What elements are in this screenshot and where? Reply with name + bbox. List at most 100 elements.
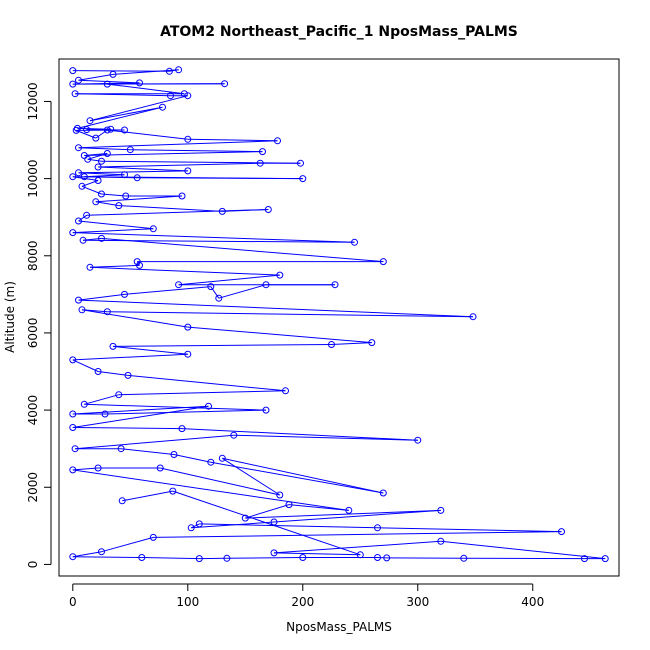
data-point	[94, 177, 102, 184]
series-segment	[199, 523, 378, 529]
series-segment	[101, 237, 384, 263]
series-segment	[95, 201, 119, 207]
y-tick-label: 8000	[26, 240, 40, 271]
data-point	[299, 554, 307, 561]
series-segment	[78, 73, 114, 81]
series-segment	[78, 214, 87, 222]
data-point	[69, 229, 77, 237]
data-point	[117, 445, 125, 453]
data-point	[437, 506, 445, 514]
series-segment	[187, 138, 278, 142]
series-segment	[87, 158, 102, 162]
series-segment	[107, 129, 188, 140]
data-point	[195, 555, 203, 563]
data-point	[98, 548, 105, 556]
series-segment	[121, 448, 175, 455]
data-point	[180, 90, 188, 98]
data-point	[69, 80, 77, 88]
x-tick-label: 400	[521, 595, 544, 609]
data-point	[274, 137, 281, 145]
y-tick-label: 6000	[26, 318, 40, 349]
data-point	[262, 406, 270, 414]
series-segment	[75, 93, 171, 97]
data-point	[223, 554, 231, 562]
series-segment	[98, 162, 261, 168]
series-segment	[173, 454, 211, 463]
series-segment	[112, 345, 188, 355]
data-point	[379, 489, 387, 497]
x-tick-label: 300	[406, 595, 429, 609]
data-point	[184, 92, 192, 100]
data-point	[241, 514, 249, 522]
data-point	[103, 150, 111, 157]
data-point	[84, 155, 92, 163]
series-segment	[218, 284, 267, 299]
data-point	[379, 258, 387, 266]
series-segment	[95, 195, 183, 203]
series-segment	[72, 551, 102, 558]
data-point	[69, 356, 77, 364]
data-point	[437, 537, 445, 545]
series-segment	[153, 531, 562, 538]
data-point	[351, 238, 358, 246]
series-segment	[101, 193, 126, 197]
data-point	[103, 126, 111, 134]
series-segment	[72, 228, 154, 234]
data-point	[69, 67, 77, 75]
series-segment	[72, 469, 349, 511]
data-point	[98, 190, 105, 198]
series-segment	[78, 170, 188, 174]
chart-title: ATOM2 Northeast_Pacific_1 NposMass_PALMS	[160, 24, 518, 40]
data-point	[558, 528, 565, 536]
series-segment	[101, 536, 154, 553]
series-segment	[118, 205, 223, 212]
data-point	[69, 466, 77, 474]
data-point	[169, 487, 177, 495]
x-tick-label: 0	[69, 595, 77, 609]
data-point	[133, 174, 141, 182]
plot-frame	[58, 58, 620, 577]
data-point	[215, 294, 223, 302]
series-segment	[124, 286, 211, 295]
series-segment	[72, 176, 303, 180]
data-point	[69, 424, 77, 431]
data-point	[107, 125, 115, 133]
series-segment	[112, 344, 332, 347]
data-point	[121, 126, 128, 134]
series-segment	[78, 293, 125, 301]
data-point	[72, 126, 80, 134]
data-point	[187, 524, 195, 532]
data-point	[259, 148, 266, 156]
series-segment	[95, 129, 108, 139]
series-segment	[178, 274, 280, 286]
series-segment	[72, 467, 99, 471]
data-point	[94, 163, 102, 171]
data-point	[178, 425, 186, 433]
series-segment	[98, 371, 129, 376]
y-tick-label: 10000	[26, 160, 40, 198]
data-point	[159, 103, 166, 111]
data-point	[184, 135, 192, 143]
data-point	[184, 323, 192, 331]
series-segment	[122, 490, 173, 502]
data-point	[256, 159, 264, 167]
series-segment	[78, 140, 278, 149]
series-segment	[89, 266, 280, 276]
data-point	[601, 555, 609, 563]
x-axis-label: NposMass_PALMS	[286, 620, 392, 634]
data-point	[98, 234, 105, 242]
y-tick-label: 2000	[26, 472, 40, 503]
series-segment	[118, 390, 286, 396]
series-segment	[89, 264, 140, 268]
series-segment	[172, 490, 361, 556]
series-segment	[72, 353, 188, 361]
data-point	[98, 157, 105, 165]
series-segment	[72, 405, 209, 428]
data-point	[165, 67, 173, 75]
data-point	[69, 410, 77, 418]
series-segment	[331, 342, 372, 345]
data-point	[124, 371, 132, 379]
data-point	[207, 283, 215, 291]
data-point	[276, 271, 284, 279]
